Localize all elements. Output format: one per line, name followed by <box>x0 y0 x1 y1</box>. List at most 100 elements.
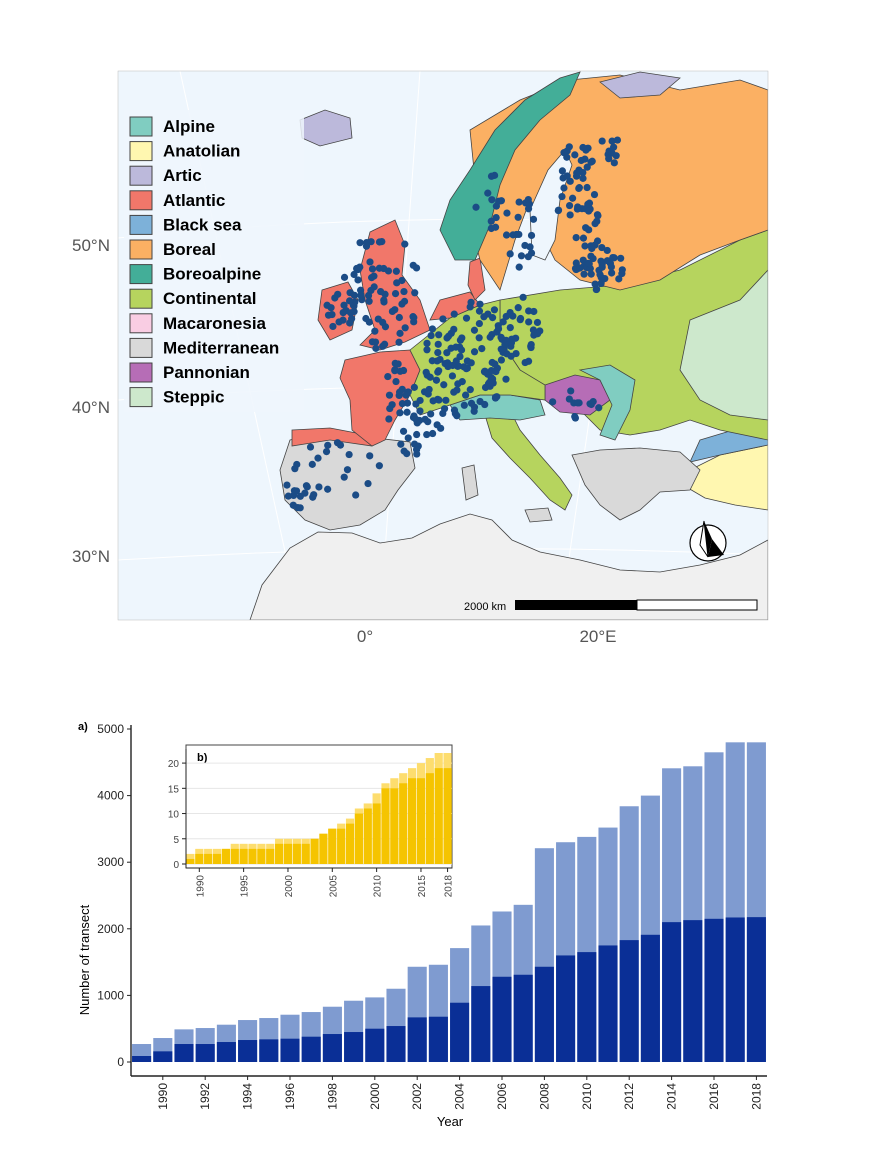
site-dot <box>435 331 443 339</box>
site-dot <box>514 213 522 221</box>
biogeographic-legend: Alpine Anatolian Artic Atlantic Black sea Bor… <box>124 110 304 412</box>
x-tick-label: 1990 <box>156 1083 170 1110</box>
site-dot <box>328 310 336 319</box>
x-tick-label: 2000 <box>368 1083 382 1110</box>
site-dot <box>429 397 437 405</box>
y-tick-label: 5000 <box>97 722 124 736</box>
legend-swatch <box>129 214 153 235</box>
site-dot <box>329 322 337 331</box>
site-dot <box>475 319 483 328</box>
bar-0 <box>259 1039 279 1062</box>
site-dot <box>434 348 442 357</box>
site-dot <box>396 388 404 396</box>
site-dot <box>492 393 500 401</box>
site-dot <box>590 190 599 199</box>
transect-bar-chart: a) 0 1000 2000 3000 4000 5000 1990 1992 1994 1996… <box>77 721 767 1129</box>
site-dot <box>558 167 566 175</box>
site-dot <box>617 254 625 262</box>
sardinia <box>461 464 479 501</box>
site-dot <box>432 376 441 384</box>
site-dot <box>377 287 385 296</box>
site-dot <box>595 404 603 412</box>
site-dot <box>343 466 352 474</box>
legend-swatch <box>129 264 153 285</box>
site-dot <box>502 312 510 321</box>
site-dot <box>613 136 622 144</box>
bar-0 <box>425 773 434 864</box>
site-dot <box>566 177 574 185</box>
bar-0 <box>310 838 319 864</box>
site-dot <box>364 479 372 488</box>
bar-0 <box>266 848 275 864</box>
site-dot <box>336 441 345 449</box>
bar-0 <box>319 833 328 864</box>
site-dot <box>357 286 365 294</box>
bar-0 <box>301 1036 321 1062</box>
x-tick-label: 2018 <box>749 1083 763 1110</box>
site-dot <box>395 313 403 322</box>
site-dot <box>503 209 511 217</box>
site-dot <box>524 205 533 213</box>
site-dot <box>411 289 419 297</box>
site-dot <box>339 309 347 317</box>
site-dot <box>533 318 542 327</box>
site-dot <box>452 357 460 365</box>
site-dot <box>462 314 471 322</box>
site-dot <box>416 407 424 415</box>
site-dot <box>367 286 375 295</box>
site-dot <box>610 159 618 167</box>
site-dot <box>365 297 373 305</box>
site-dot <box>467 359 475 367</box>
site-dot <box>608 149 616 157</box>
x-tick-label: 2005 <box>328 875 339 898</box>
site-dot <box>605 155 613 163</box>
europe-map-figure: Alpine Anatolian Artic Atlantic Black sea Bor… <box>72 70 769 646</box>
site-dot <box>566 211 574 219</box>
site-dot <box>587 270 595 278</box>
bar-0 <box>132 1056 152 1062</box>
site-dot <box>480 313 488 321</box>
bar-0 <box>363 808 372 864</box>
site-dot <box>283 481 291 489</box>
site-dot <box>487 367 495 375</box>
legend-label: Anatolian <box>163 142 240 161</box>
site-dot <box>460 401 468 409</box>
site-dot <box>565 395 573 403</box>
site-dot <box>579 143 587 152</box>
site-dot <box>489 379 497 387</box>
site-dot <box>506 323 514 332</box>
site-dot <box>400 447 408 455</box>
site-dot <box>357 291 365 299</box>
y-axis-title: Number of transect <box>77 904 92 1015</box>
site-dot <box>615 275 623 283</box>
y-tick-label: 5 <box>173 835 179 846</box>
bar-0 <box>174 1044 194 1062</box>
site-dot <box>296 504 304 512</box>
site-dot <box>507 339 516 347</box>
site-dot <box>301 489 309 497</box>
y-tick-label: 0 <box>117 1055 124 1069</box>
x-tick-label: 1994 <box>241 1083 255 1110</box>
site-dot <box>375 462 383 470</box>
north-africa-landmass <box>249 513 768 620</box>
site-dot <box>481 400 489 409</box>
site-dot <box>391 290 400 298</box>
bar-0 <box>195 853 204 864</box>
site-dot <box>392 267 400 275</box>
site-dot <box>453 412 461 420</box>
site-dot <box>450 310 458 318</box>
site-dot <box>481 383 490 392</box>
site-dot <box>488 196 496 204</box>
site-dot <box>488 358 496 367</box>
site-dot <box>575 184 583 193</box>
site-dot <box>439 315 447 323</box>
site-dot <box>457 346 466 354</box>
inset-chart-area: 0 5 10 15 20 1990 1995 2000 2005 2010 2015 2018 <box>168 749 455 897</box>
main-chart-area: 0 1000 2000 3000 4000 5000 1990 1992 1994 1996 199… <box>97 722 767 1110</box>
site-dot <box>470 326 479 334</box>
site-dot <box>492 213 500 222</box>
legend-swatch <box>129 337 153 358</box>
bar-0 <box>328 828 337 864</box>
site-dot <box>284 492 292 500</box>
site-dot <box>423 339 431 347</box>
